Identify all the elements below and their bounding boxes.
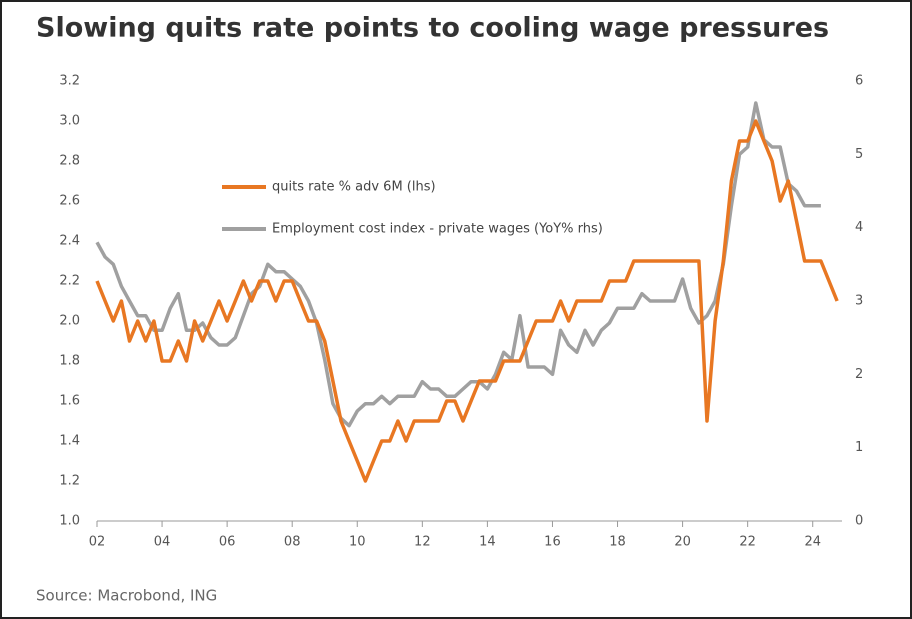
x-tick-label: 08 — [284, 535, 301, 550]
series-line — [95, 119, 839, 483]
y-tick-label: 1.4 — [59, 434, 80, 449]
y-tick-label: 2.2 — [59, 274, 80, 289]
legend-label: quits rate % adv 6M (lhs) — [272, 180, 436, 195]
x-tick-label: 10 — [349, 535, 366, 550]
y-tick-label: 2.4 — [59, 234, 80, 249]
x-tick-label: 20 — [674, 535, 691, 550]
source: Source: Macrobond, ING — [36, 587, 217, 605]
x-tick-label: 14 — [479, 535, 496, 550]
x-tick-label: 24 — [804, 535, 821, 550]
y-tick-label: 3.0 — [59, 114, 80, 129]
y2-tick-label: 1 — [855, 440, 863, 455]
y2-tick-label: 2 — [855, 367, 863, 382]
y-tick-label: 2.6 — [59, 194, 80, 209]
x-tick-label: 06 — [219, 535, 236, 550]
x-tick-label: 18 — [609, 535, 626, 550]
y2-tick-label: 4 — [855, 220, 863, 235]
x-tick-label: 16 — [544, 535, 561, 550]
y-tick-label: 1.8 — [59, 354, 80, 369]
y-tick-label: 1.6 — [59, 394, 80, 409]
y2-tick-label: 3 — [855, 294, 863, 309]
x-tick-label: 02 — [89, 535, 106, 550]
y-tick-label: 1.2 — [59, 474, 80, 489]
y-tick-label: 3.2 — [59, 74, 80, 89]
legend-label: Employment cost index - private wages (Y… — [272, 222, 603, 237]
y2-tick-label: 6 — [855, 74, 863, 89]
y-tick-label: 2.8 — [59, 154, 80, 169]
y2-tick-label: 5 — [855, 147, 863, 162]
y-tick-label: 2.0 — [59, 314, 80, 329]
y-tick-label: 1.0 — [59, 514, 80, 529]
y2-tick-label: 0 — [855, 514, 863, 529]
x-tick-label: 04 — [154, 535, 171, 550]
x-tick-label: 22 — [739, 535, 756, 550]
x-tick-label: 12 — [414, 535, 431, 550]
chart-title: Slowing quits rate points to cooling wag… — [36, 13, 829, 44]
